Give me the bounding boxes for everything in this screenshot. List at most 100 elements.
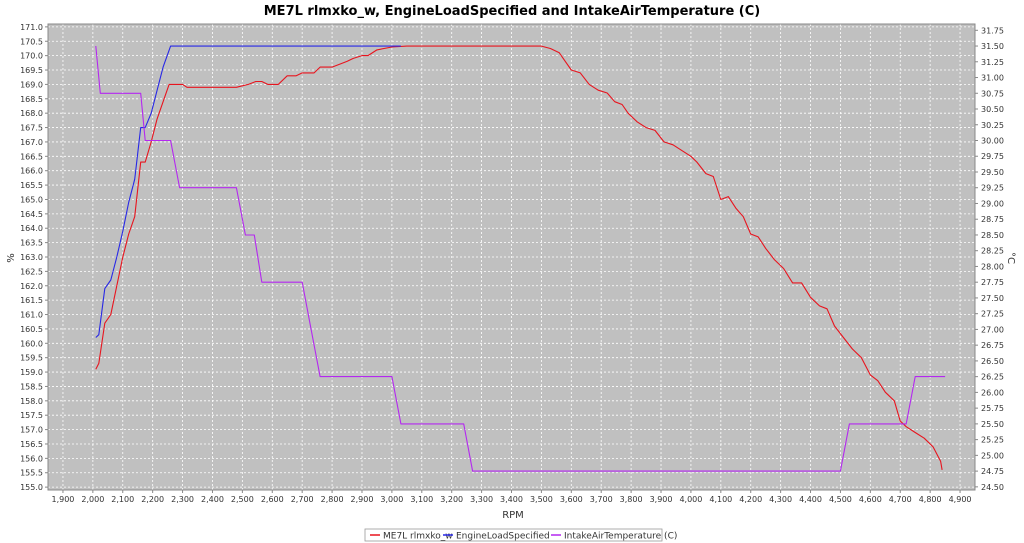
x-tick-label: 4,600 bbox=[859, 495, 882, 504]
x-tick-label: 4,200 bbox=[739, 495, 762, 504]
y2-tick-label: 24.75 bbox=[981, 467, 1004, 476]
y2-tick-label: 30.75 bbox=[981, 89, 1004, 98]
y-tick-label: 170.0 bbox=[20, 52, 43, 61]
legend-box bbox=[364, 528, 663, 542]
y-tick-label: 166.0 bbox=[20, 167, 43, 176]
y-tick-label: 164.0 bbox=[20, 224, 43, 233]
x-tick-label: 2,000 bbox=[81, 495, 104, 504]
y-tick-label: 170.5 bbox=[20, 37, 43, 46]
x-tick-label: 4,500 bbox=[829, 495, 852, 504]
y2-tick-label: 30.00 bbox=[981, 137, 1004, 146]
y-tick-label: 156.0 bbox=[20, 454, 43, 463]
x-tick-label: 3,300 bbox=[470, 495, 493, 504]
chart-title: ME7L rlmxko_w, EngineLoadSpecified and I… bbox=[264, 4, 760, 19]
x-tick-label: 2,300 bbox=[171, 495, 194, 504]
y-tick-label: 171.0 bbox=[20, 23, 43, 32]
y2-tick-label: 26.50 bbox=[981, 357, 1004, 366]
y2-tick-label: 28.25 bbox=[981, 247, 1004, 256]
y-tick-label: 165.0 bbox=[20, 195, 43, 204]
x-tick-label: 2,700 bbox=[291, 495, 314, 504]
legend-label: IntakeAirTemperature (C) bbox=[564, 532, 677, 542]
y2-tick-label: 31.75 bbox=[981, 26, 1004, 35]
x-tick-label: 3,700 bbox=[590, 495, 613, 504]
y-tick-label: 167.5 bbox=[20, 124, 43, 133]
y-tick-label: 157.5 bbox=[20, 411, 43, 420]
y2-tick-label: 27.00 bbox=[981, 325, 1004, 334]
y-tick-label: 161.0 bbox=[20, 311, 43, 320]
series-line-intakeairtemperature-c bbox=[95, 45, 946, 472]
x-tick-label: 4,700 bbox=[889, 495, 912, 504]
y-tick-label: 162.5 bbox=[20, 267, 43, 276]
y2-tick-label: 29.00 bbox=[981, 199, 1004, 208]
series-line-me7l-rlmxko-w bbox=[95, 45, 943, 470]
y2-tick-label: 26.25 bbox=[981, 373, 1004, 382]
x-tick-label: 2,900 bbox=[351, 495, 374, 504]
y2-tick-label: 29.25 bbox=[981, 184, 1004, 193]
x-tick-label: 4,300 bbox=[769, 495, 792, 504]
legend: ME7L rlmxko_w EngineLoadSpecified IntakeAi… bbox=[364, 528, 677, 542]
y2-tick-label: 30.25 bbox=[981, 121, 1004, 130]
y2-tick-label: 30.50 bbox=[981, 105, 1004, 114]
y2-tick-label: 27.50 bbox=[981, 294, 1004, 303]
y-tick-label: 168.5 bbox=[20, 95, 43, 104]
x-tick-label: 2,200 bbox=[141, 495, 164, 504]
y2-tick-label: 24.50 bbox=[981, 483, 1004, 492]
y-tick-label: 169.0 bbox=[20, 80, 43, 89]
y2-tick-label: 26.75 bbox=[981, 341, 1004, 350]
x-tick-label: 4,400 bbox=[799, 495, 822, 504]
y-tick-label: 163.0 bbox=[20, 253, 43, 262]
legend-label: ME7L rlmxko_w bbox=[383, 532, 453, 542]
y-axis-title: % bbox=[6, 253, 17, 263]
y-tick-label: 161.5 bbox=[20, 296, 43, 305]
x-tick-label: 2,100 bbox=[111, 495, 134, 504]
y2-tick-label: 27.75 bbox=[981, 278, 1004, 287]
x-tick-label: 4,900 bbox=[949, 495, 972, 504]
x-tick-label: 4,000 bbox=[679, 495, 702, 504]
x-tick-label: 3,100 bbox=[410, 495, 433, 504]
y-tick-label: 158.5 bbox=[20, 382, 43, 391]
x-tick-label: 2,500 bbox=[231, 495, 254, 504]
y2-tick-label: 29.75 bbox=[981, 152, 1004, 161]
y-axis-left: 155.0 155.5 156.0 156.5 157.0 157.5 158.0 158.5… bbox=[20, 23, 48, 492]
x-tick-label: 3,000 bbox=[380, 495, 403, 504]
y-tick-label: 160.0 bbox=[20, 339, 43, 348]
x-tick-label: 2,400 bbox=[201, 495, 224, 504]
y-tick-label: 162.0 bbox=[20, 282, 43, 291]
y-tick-label: 159.5 bbox=[20, 354, 43, 363]
x-tick-label: 3,400 bbox=[500, 495, 523, 504]
y2-tick-label: 28.50 bbox=[981, 231, 1004, 240]
y2-tick-label: 31.25 bbox=[981, 58, 1004, 67]
y-axis-right: 24.50 24.75 25.00 25.25 25.50 25.75 26.00 26.25… bbox=[975, 26, 1004, 492]
y2-tick-label: 28.00 bbox=[981, 262, 1004, 271]
x-axis: 1,900 2,000 2,100 2,200 2,300 2,400 2,500 2,600… bbox=[51, 490, 972, 504]
x-axis-title: RPM bbox=[502, 510, 524, 521]
x-tick-label: 3,500 bbox=[530, 495, 553, 504]
x-tick-label: 2,800 bbox=[321, 495, 344, 504]
series-line-engineloadspecified bbox=[95, 45, 401, 338]
y-tick-label: 167.0 bbox=[20, 138, 43, 147]
x-tick-label: 2,600 bbox=[261, 495, 284, 504]
x-tick-label: 4,100 bbox=[709, 495, 732, 504]
y-tick-label: 158.0 bbox=[20, 397, 43, 406]
y-tick-label: 155.0 bbox=[20, 483, 43, 492]
y-tick-label: 168.0 bbox=[20, 109, 43, 118]
y-tick-label: 155.5 bbox=[20, 469, 43, 478]
x-tick-label: 3,800 bbox=[620, 495, 643, 504]
grid bbox=[48, 24, 975, 490]
legend-label: EngineLoadSpecified bbox=[456, 532, 550, 542]
y-tick-label: 160.5 bbox=[20, 325, 43, 334]
y2-axis-title: °C bbox=[1005, 252, 1016, 264]
y2-tick-label: 31.50 bbox=[981, 42, 1004, 51]
x-tick-label: 1,900 bbox=[51, 495, 74, 504]
y2-tick-label: 25.00 bbox=[981, 451, 1004, 460]
y2-tick-label: 25.25 bbox=[981, 436, 1004, 445]
y-tick-label: 159.0 bbox=[20, 368, 43, 377]
y2-tick-label: 28.75 bbox=[981, 215, 1004, 224]
x-tick-label: 3,200 bbox=[440, 495, 463, 504]
y2-tick-label: 31.00 bbox=[981, 74, 1004, 83]
y2-tick-label: 29.50 bbox=[981, 168, 1004, 177]
y2-tick-label: 25.75 bbox=[981, 404, 1004, 413]
y2-tick-label: 26.00 bbox=[981, 388, 1004, 397]
x-tick-label: 4,800 bbox=[919, 495, 942, 504]
